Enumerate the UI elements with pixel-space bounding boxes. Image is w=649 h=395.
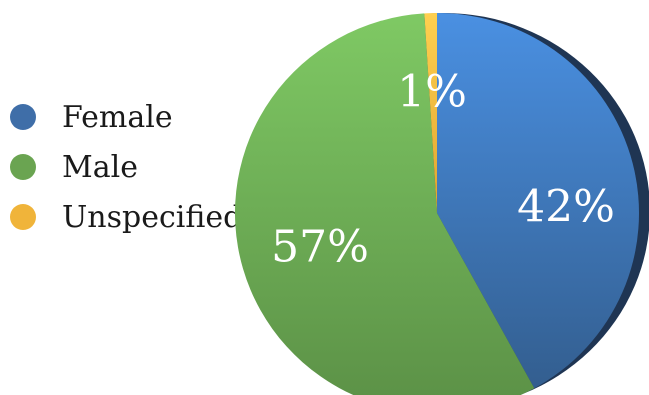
- legend-marker-male: [10, 154, 36, 180]
- legend-marker-unspecified: [10, 204, 36, 230]
- data-label-male: 57%: [271, 222, 369, 273]
- pie-slice-unspecified: [424, 12, 437, 214]
- legend-item-unspecified: Unspecified: [10, 192, 242, 242]
- legend-label-female: Female: [62, 99, 173, 135]
- legend: Female Male Unspecified: [10, 92, 242, 242]
- data-label-female: 42%: [517, 182, 615, 233]
- data-label-unspecified: 1%: [397, 67, 467, 118]
- legend-marker-female: [10, 104, 36, 130]
- pie-slices: [235, 12, 639, 395]
- legend-label-unspecified: Unspecified: [62, 199, 243, 235]
- pie-slice-female: [437, 13, 639, 389]
- pie-labels: 42% 57% 1%: [271, 67, 615, 273]
- pie-slice-male: [235, 13, 535, 395]
- legend-item-female: Female: [10, 92, 242, 142]
- legend-item-male: Male: [10, 142, 242, 192]
- legend-label-male: Male: [62, 149, 138, 185]
